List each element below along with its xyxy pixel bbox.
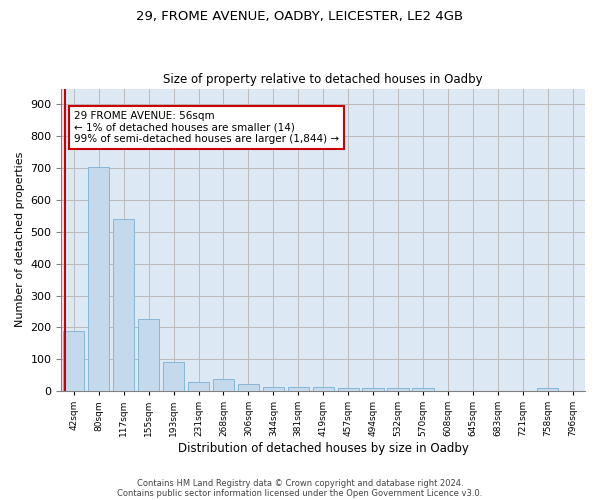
Bar [113,219,134,391]
Bar [88,166,109,391]
Bar [213,379,234,391]
Bar [63,330,85,391]
Bar [238,384,259,391]
Text: 29, FROME AVENUE, OADBY, LEICESTER, LE2 4GB: 29, FROME AVENUE, OADBY, LEICESTER, LE2 … [136,10,464,23]
Bar [313,387,334,391]
Title: Size of property relative to detached houses in Oadby: Size of property relative to detached ho… [163,73,483,86]
Bar [263,386,284,391]
X-axis label: Distribution of detached houses by size in Oadby: Distribution of detached houses by size … [178,442,469,455]
Bar [537,388,558,391]
Bar [287,387,309,391]
Bar [338,388,359,391]
Bar [388,388,409,391]
Y-axis label: Number of detached properties: Number of detached properties [15,152,25,328]
Bar [138,320,159,391]
Bar [412,388,434,391]
Bar [188,382,209,391]
Bar [362,388,383,391]
Text: Contains public sector information licensed under the Open Government Licence v3: Contains public sector information licen… [118,488,482,498]
Bar [163,362,184,391]
Text: Contains HM Land Registry data © Crown copyright and database right 2024.: Contains HM Land Registry data © Crown c… [137,478,463,488]
Text: 29 FROME AVENUE: 56sqm
← 1% of detached houses are smaller (14)
99% of semi-deta: 29 FROME AVENUE: 56sqm ← 1% of detached … [74,111,339,144]
